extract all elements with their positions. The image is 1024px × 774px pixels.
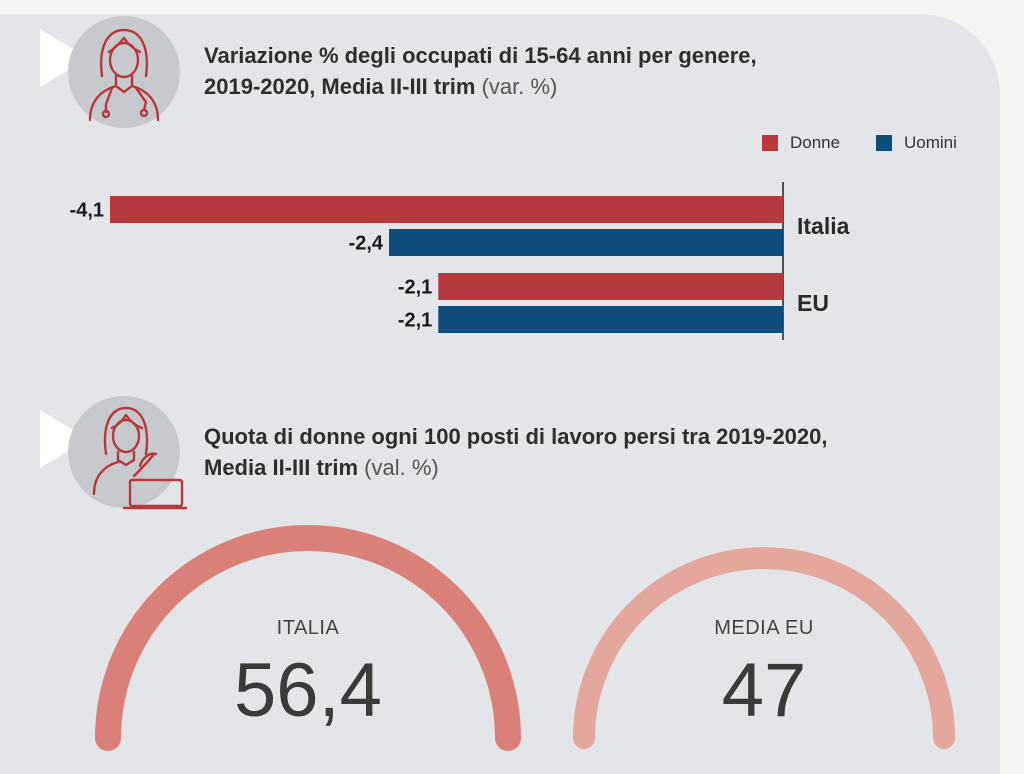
gauge-chart: ITALIA 56,4 MEDIA EU 47 xyxy=(95,525,955,751)
bar-italia-donne xyxy=(110,196,783,223)
chart2-title-unit: (val. %) xyxy=(364,455,439,480)
bar-value-eu-uomini: -2,1 xyxy=(398,310,432,332)
category-label-eu: EU xyxy=(797,290,829,316)
legend-item-uomini: Uomini xyxy=(876,133,957,153)
gauge-label-media-eu: MEDIA EU xyxy=(714,617,814,639)
gauge-arc-media-eu xyxy=(573,547,955,749)
chart1-title-line1: Variazione % degli occupati di 15-64 ann… xyxy=(204,43,757,68)
bar-italia-uomini xyxy=(389,229,783,256)
bar-eu-donne xyxy=(438,273,783,300)
chart1-title: Variazione % degli occupati di 15-64 ann… xyxy=(204,40,757,102)
chart1-title-line2: 2019-2020, Media II-III trim xyxy=(204,74,476,99)
legend-label-uomini: Uomini xyxy=(904,133,957,152)
avatar-circle xyxy=(68,16,180,128)
category-label-italia: Italia xyxy=(797,213,850,239)
chart2-title-line1: Quota di donne ogni 100 posti di lavoro … xyxy=(204,424,828,449)
chart2-title-line2: Media II-III trim xyxy=(204,455,359,480)
gauge-value-italia: 56,4 xyxy=(234,648,382,733)
bar-value-eu-donne: -2,1 xyxy=(398,277,432,299)
legend-item-donne: Donne xyxy=(762,133,840,153)
bar-value-italia-uomini: -2,4 xyxy=(349,233,384,255)
legend-label-donne: Donne xyxy=(790,133,841,152)
chart2-title: Quota di donne ogni 100 posti di lavoro … xyxy=(204,421,828,483)
doctor-woman-icon xyxy=(88,28,160,122)
chart1-title-unit: (var. %) xyxy=(481,74,558,99)
gauge-value-media-eu: 47 xyxy=(722,648,807,733)
gauge-arc-italia xyxy=(95,525,521,751)
bar-chart: -4,1 -2,4 Italia -2,1 -2,1 EU xyxy=(70,182,850,340)
bar-eu-uomini xyxy=(438,306,783,333)
woman-laptop-icon xyxy=(92,406,188,510)
gauge-label-italia: ITALIA xyxy=(277,617,340,639)
bar-value-italia-donne: -4,1 xyxy=(70,200,104,222)
legend-swatch-donne xyxy=(762,135,778,151)
legend-swatch-uomini xyxy=(876,135,892,151)
